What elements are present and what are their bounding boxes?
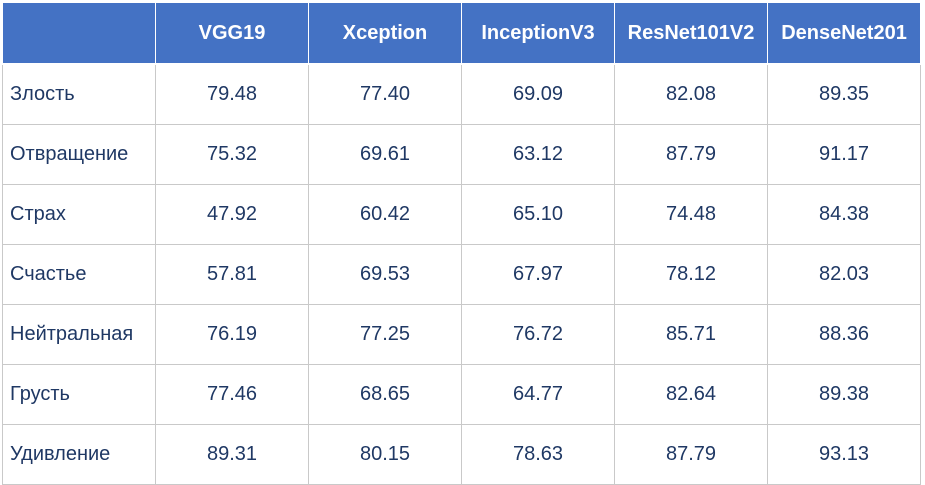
table-row: Грусть 77.46 68.65 64.77 82.64 89.38 bbox=[2, 364, 921, 425]
value-cell: 89.38 bbox=[767, 364, 921, 425]
value-cell: 57.81 bbox=[155, 244, 309, 305]
value-cell: 82.03 bbox=[767, 244, 921, 305]
row-label-cell: Страх bbox=[2, 184, 156, 245]
header-cell-densenet201: DenseNet201 bbox=[767, 2, 921, 65]
value-cell: 47.92 bbox=[155, 184, 309, 245]
value-cell: 65.10 bbox=[461, 184, 615, 245]
value-cell: 69.09 bbox=[461, 63, 615, 125]
value-cell: 67.97 bbox=[461, 244, 615, 305]
value-cell: 64.77 bbox=[461, 364, 615, 425]
value-cell: 82.64 bbox=[614, 364, 768, 425]
value-cell: 89.31 bbox=[155, 424, 309, 485]
value-cell: 91.17 bbox=[767, 124, 921, 185]
row-label-cell: Счастье bbox=[2, 244, 156, 305]
value-cell: 77.46 bbox=[155, 364, 309, 425]
value-cell: 75.32 bbox=[155, 124, 309, 185]
value-cell: 87.79 bbox=[614, 124, 768, 185]
value-cell: 77.25 bbox=[308, 304, 462, 365]
table-row: Страх 47.92 60.42 65.10 74.48 84.38 bbox=[2, 184, 921, 245]
value-cell: 93.13 bbox=[767, 424, 921, 485]
table-row: Отвращение 75.32 69.61 63.12 87.79 91.17 bbox=[2, 124, 921, 185]
row-label-cell: Отвращение bbox=[2, 124, 156, 185]
header-cell-vgg19: VGG19 bbox=[155, 2, 309, 65]
value-cell: 80.15 bbox=[308, 424, 462, 485]
row-label-cell: Грусть bbox=[2, 364, 156, 425]
row-label-cell: Удивление bbox=[2, 424, 156, 485]
value-cell: 69.53 bbox=[308, 244, 462, 305]
header-cell-xception: Xception bbox=[308, 2, 462, 65]
value-cell: 76.72 bbox=[461, 304, 615, 365]
value-cell: 82.08 bbox=[614, 63, 768, 125]
value-cell: 60.42 bbox=[308, 184, 462, 245]
value-cell: 88.36 bbox=[767, 304, 921, 365]
header-cell-resnet101v2: ResNet101V2 bbox=[614, 2, 768, 65]
table-row: Нейтральная 76.19 77.25 76.72 85.71 88.3… bbox=[2, 304, 921, 365]
header-cell-inceptionv3: InceptionV3 bbox=[461, 2, 615, 65]
value-cell: 79.48 bbox=[155, 63, 309, 125]
value-cell: 63.12 bbox=[461, 124, 615, 185]
table-row: Удивление 89.31 80.15 78.63 87.79 93.13 bbox=[2, 424, 921, 485]
value-cell: 77.40 bbox=[308, 63, 462, 125]
row-label-cell: Злость bbox=[2, 63, 156, 125]
table-row: Счастье 57.81 69.53 67.97 78.12 82.03 bbox=[2, 244, 921, 305]
value-cell: 78.12 bbox=[614, 244, 768, 305]
value-cell: 69.61 bbox=[308, 124, 462, 185]
value-cell: 74.48 bbox=[614, 184, 768, 245]
table-header-row: VGG19 Xception InceptionV3 ResNet101V2 D… bbox=[2, 2, 921, 65]
value-cell: 89.35 bbox=[767, 63, 921, 125]
row-label-cell: Нейтральная bbox=[2, 304, 156, 365]
value-cell: 84.38 bbox=[767, 184, 921, 245]
value-cell: 78.63 bbox=[461, 424, 615, 485]
header-corner-cell bbox=[2, 2, 156, 65]
value-cell: 68.65 bbox=[308, 364, 462, 425]
value-cell: 85.71 bbox=[614, 304, 768, 365]
table-row: Злость 79.48 77.40 69.09 82.08 89.35 bbox=[2, 63, 921, 125]
value-cell: 87.79 bbox=[614, 424, 768, 485]
value-cell: 76.19 bbox=[155, 304, 309, 365]
